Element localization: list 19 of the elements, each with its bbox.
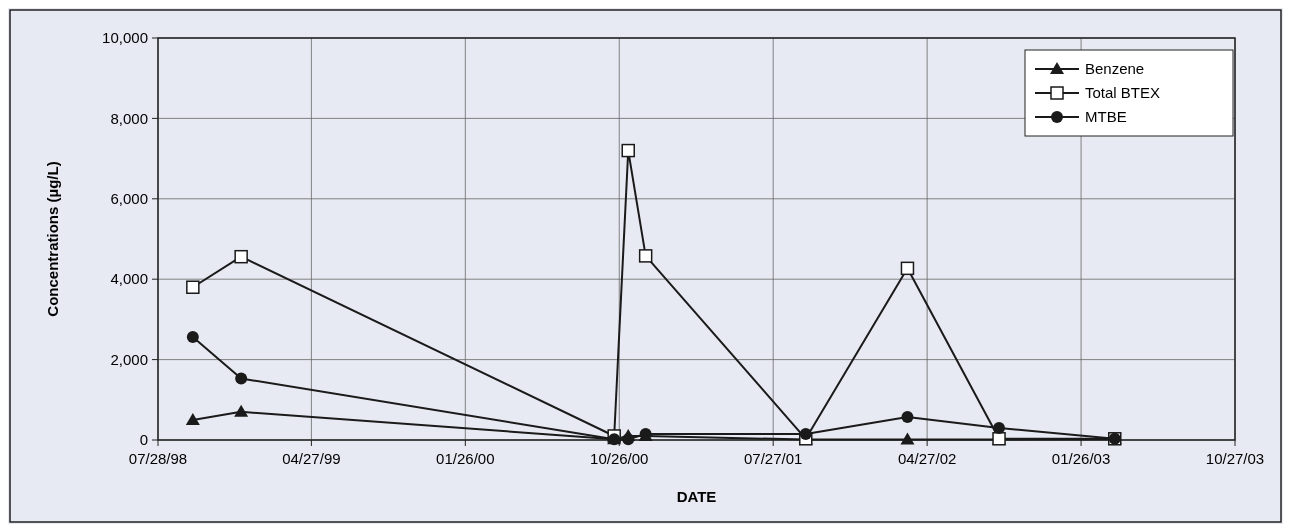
legend-label: MTBE	[1085, 108, 1127, 126]
x-tick-label: 04/27/99	[282, 450, 341, 467]
legend-label: Benzene	[1085, 60, 1145, 78]
y-tick-label: 6,000	[110, 190, 148, 208]
x-tick-label: 10/26/00	[590, 450, 649, 467]
x-tick-label: 01/26/03	[1051, 450, 1111, 467]
x-tick-label: 04/27/02	[897, 450, 957, 467]
y-tick-label: 10,000	[102, 29, 148, 47]
y-tick-label: 0	[139, 431, 148, 449]
y-tick-label: 2,000	[110, 350, 148, 368]
y-axis-title: Concentrations (µg/L)	[44, 161, 61, 317]
x-tick-label: 07/28/98	[128, 450, 188, 467]
x-tick-label: 01/26/00	[436, 450, 495, 467]
x-tick-label: 10/27/03	[1205, 450, 1265, 467]
x-axis-title: DATE	[676, 488, 717, 505]
legend-label: Total BTEX	[1085, 84, 1161, 102]
y-tick-label: 4,000	[110, 270, 148, 288]
x-tick-label: 07/27/01	[743, 450, 803, 467]
y-tick-label: 8,000	[110, 109, 148, 127]
